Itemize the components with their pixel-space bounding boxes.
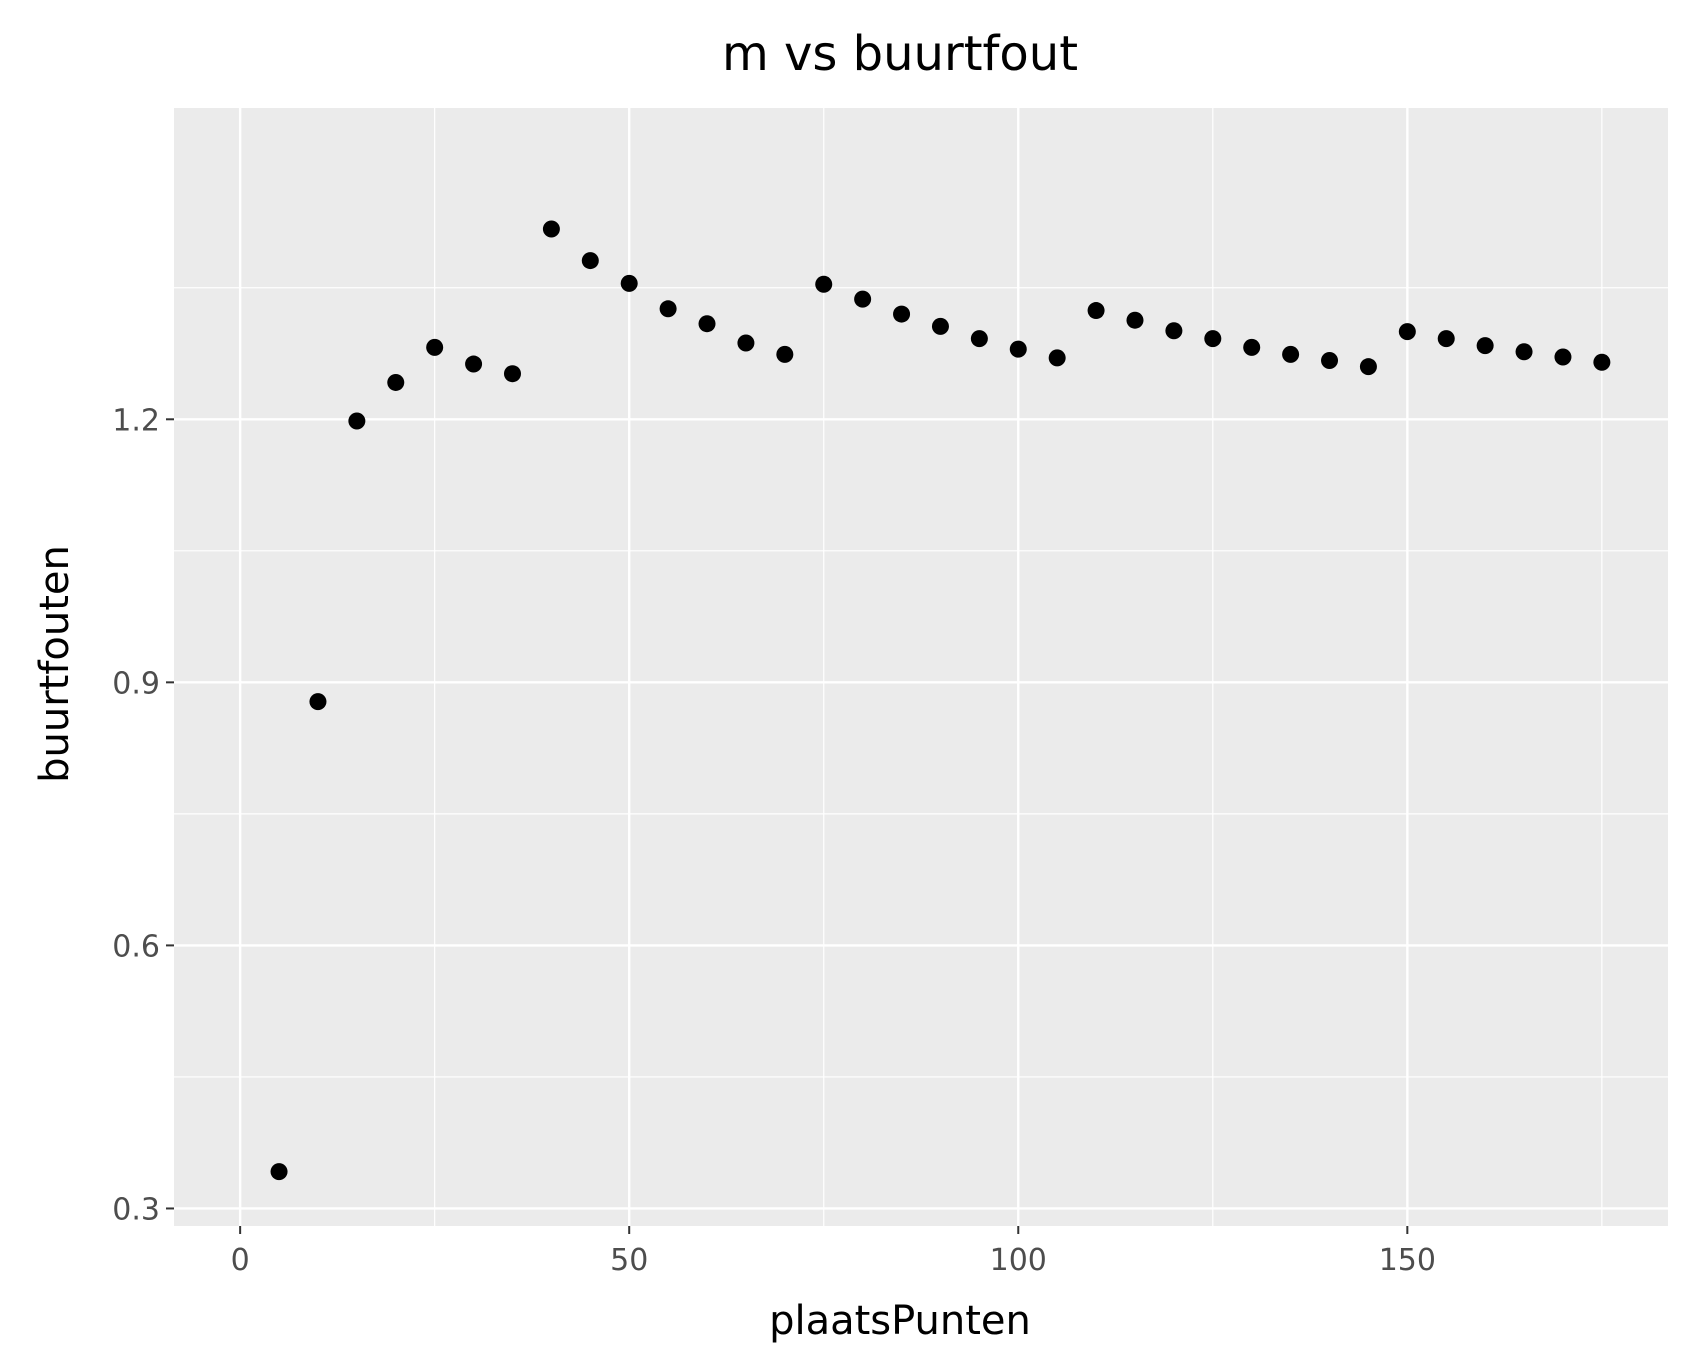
- data-point: [1437, 330, 1455, 348]
- data-point: [309, 693, 327, 711]
- data-point: [465, 355, 483, 373]
- data-point: [1126, 311, 1144, 329]
- minor-grid: [174, 108, 1668, 1226]
- data-point: [737, 334, 755, 352]
- data-point: [1554, 348, 1572, 366]
- data-point: [893, 305, 911, 323]
- data-point: [1476, 337, 1494, 355]
- data-point: [931, 317, 949, 335]
- data-point: [542, 220, 560, 238]
- data-point: [1593, 353, 1611, 371]
- data-point: [1282, 345, 1300, 363]
- data-point: [387, 373, 405, 391]
- chart-title: m vs buurtfout: [722, 26, 1078, 82]
- data-point: [970, 330, 988, 348]
- data-point: [698, 315, 716, 333]
- data-point: [1515, 343, 1533, 361]
- data-point: [620, 274, 638, 292]
- data-point: [426, 338, 444, 356]
- x-tick-label: 150: [1379, 1243, 1436, 1278]
- x-tick-label: 100: [990, 1243, 1047, 1278]
- data-point: [1048, 349, 1066, 367]
- data-point: [581, 252, 599, 270]
- y-tick-label: 0.6: [112, 929, 160, 964]
- data-point: [348, 412, 366, 430]
- data-point: [1087, 302, 1105, 320]
- y-tick-label: 0.9: [112, 666, 160, 701]
- data-point: [776, 345, 794, 363]
- data-point: [1359, 358, 1377, 376]
- data-point: [659, 300, 677, 318]
- y-tick-label: 1.2: [112, 403, 160, 438]
- data-point: [1204, 330, 1222, 348]
- data-point: [1398, 323, 1416, 341]
- x-axis-title: plaatsPunten: [769, 1298, 1031, 1344]
- data-point: [1243, 338, 1261, 356]
- x-tick-label: 50: [610, 1243, 648, 1278]
- data-point: [1009, 340, 1027, 358]
- x-axis: 0 50 100 150: [231, 1226, 1436, 1278]
- y-tick-label: 0.3: [112, 1192, 160, 1227]
- data-point: [1321, 352, 1339, 370]
- data-points: [270, 220, 1611, 1181]
- data-point: [270, 1163, 288, 1181]
- y-axis: 0.3 0.6 0.9 1.2: [112, 403, 174, 1227]
- panel-background: [174, 108, 1668, 1226]
- x-tick-label: 0: [231, 1243, 250, 1278]
- major-grid: [174, 108, 1668, 1226]
- y-axis-title: buurtfouten: [32, 545, 78, 783]
- data-point: [1165, 322, 1183, 340]
- data-point: [815, 275, 833, 293]
- data-point: [503, 365, 521, 383]
- data-point: [854, 290, 872, 308]
